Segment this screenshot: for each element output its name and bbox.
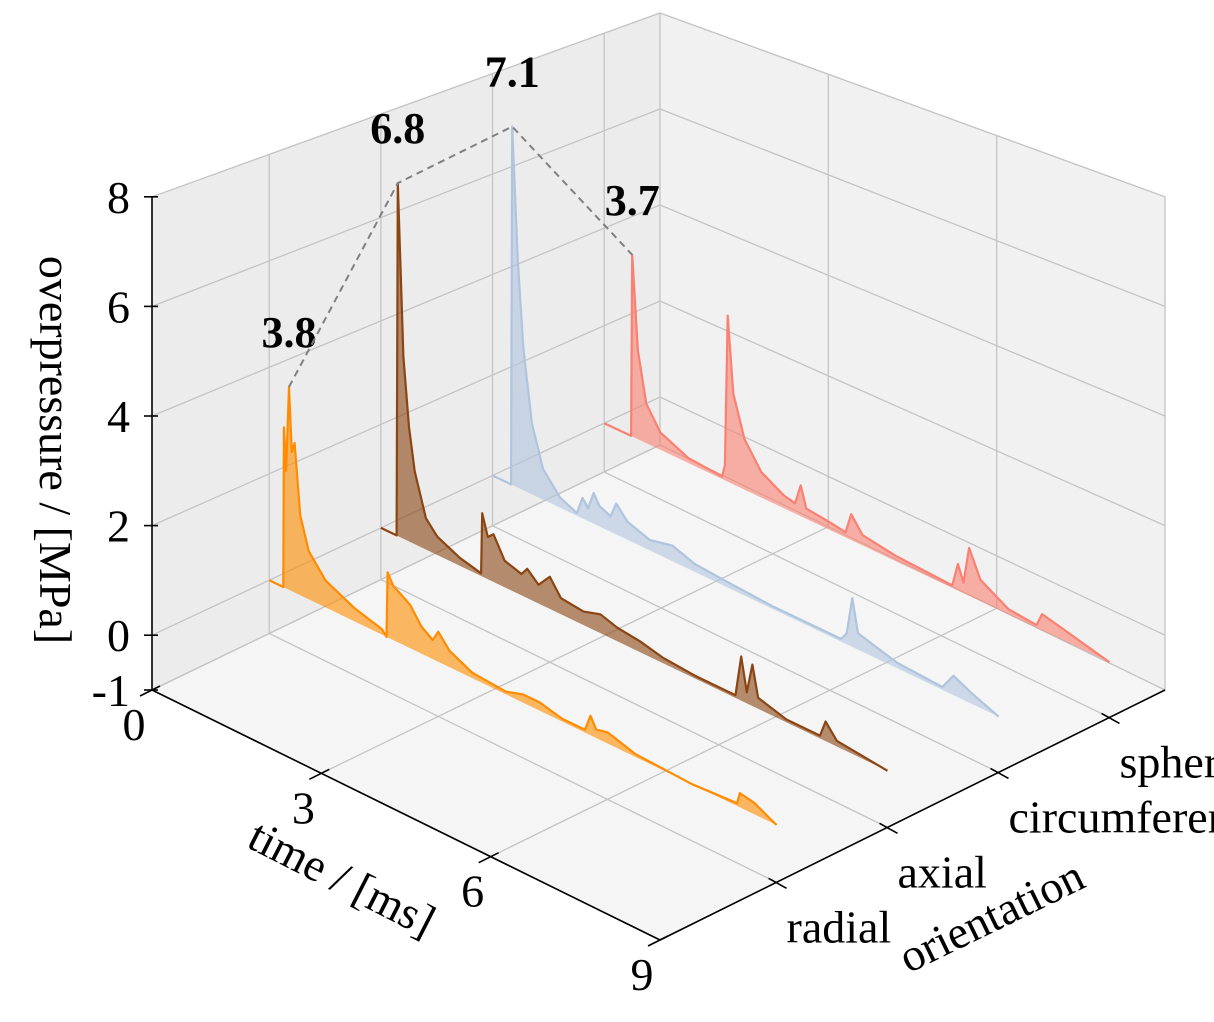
floor-gridline-time: [321, 526, 829, 774]
series-sphere: [603, 253, 1111, 664]
x-axis-title: time / [ms]: [241, 810, 444, 947]
z-tick-label: -1: [92, 665, 130, 716]
y-tick-label-axial: axial: [898, 846, 987, 897]
z-axis-title: overpressure / [MPa]: [30, 256, 81, 644]
peak-label-circumferential: 7.1: [485, 48, 540, 97]
z-tick-label: 4: [107, 391, 130, 442]
left-wall-gridline-z: [151, 12, 661, 198]
y-tick-mark: [990, 767, 1009, 780]
z-tick-label: 0: [107, 610, 130, 661]
y-tick-label-radial: radial: [787, 901, 892, 952]
peak-label-radial: 3.8: [261, 308, 316, 357]
floor-gridline-orientation: [380, 579, 888, 828]
x-tick-label: 3: [292, 782, 315, 833]
x-tick-mark: [308, 768, 330, 781]
x-axis-line: [151, 689, 661, 941]
right-wall-gridline-z: [659, 204, 1166, 417]
axis-lines: [139, 196, 1166, 947]
peak-annotations: 3.8 6.8 7.1 3.7: [261, 48, 660, 388]
x-tick-mark: [647, 935, 669, 947]
x-tick-label: 0: [123, 699, 146, 750]
right-wall-gridline-z: [659, 300, 1166, 527]
x-tick-label: 6: [461, 866, 484, 917]
y-tick-mark: [879, 822, 898, 835]
series-axial: [380, 182, 889, 772]
peak-label-axial: 6.8: [370, 104, 425, 153]
y-tick-mark: [1101, 712, 1120, 725]
x-tick-label: 9: [631, 949, 654, 1000]
floor-gridline-time: [490, 607, 997, 858]
right-wall-gridline-z: [659, 12, 1166, 198]
x-tick-mark: [139, 685, 161, 697]
z-tick-label: 6: [107, 281, 130, 332]
left-wall-gridline-z: [151, 444, 661, 691]
y-tick-label-sphere: sphere: [1120, 736, 1214, 787]
floor-gridline-orientation: [603, 471, 1110, 719]
y-tick-label-circumferential: circumferential: [1009, 791, 1214, 842]
y-axis-line: [659, 689, 1166, 941]
left-wall-gridline-z: [151, 108, 661, 308]
series-line-radial: [268, 385, 778, 826]
series-group: [268, 125, 1111, 826]
right-wall-gridline-z: [659, 108, 1166, 308]
z-tick-label: 8: [107, 172, 130, 223]
floor-gridline-orientation: [268, 632, 777, 883]
y-tick-mark: [768, 877, 787, 890]
series-line-sphere: [603, 253, 1111, 664]
floor-gridline-orientation: [492, 525, 999, 774]
z-tick-label: 2: [107, 501, 130, 552]
series-circumferential: [492, 125, 1000, 718]
axis-panes: [150, 12, 1167, 941]
left-wall-gridline-z: [151, 204, 661, 417]
series-radial: [268, 385, 778, 826]
peak-connector-dashed-line: [288, 125, 633, 388]
series-line-axial: [380, 182, 889, 772]
series-line-circumferential: [492, 125, 1000, 718]
x-tick-mark: [478, 851, 500, 864]
peak-label-sphere: 3.7: [605, 176, 660, 225]
